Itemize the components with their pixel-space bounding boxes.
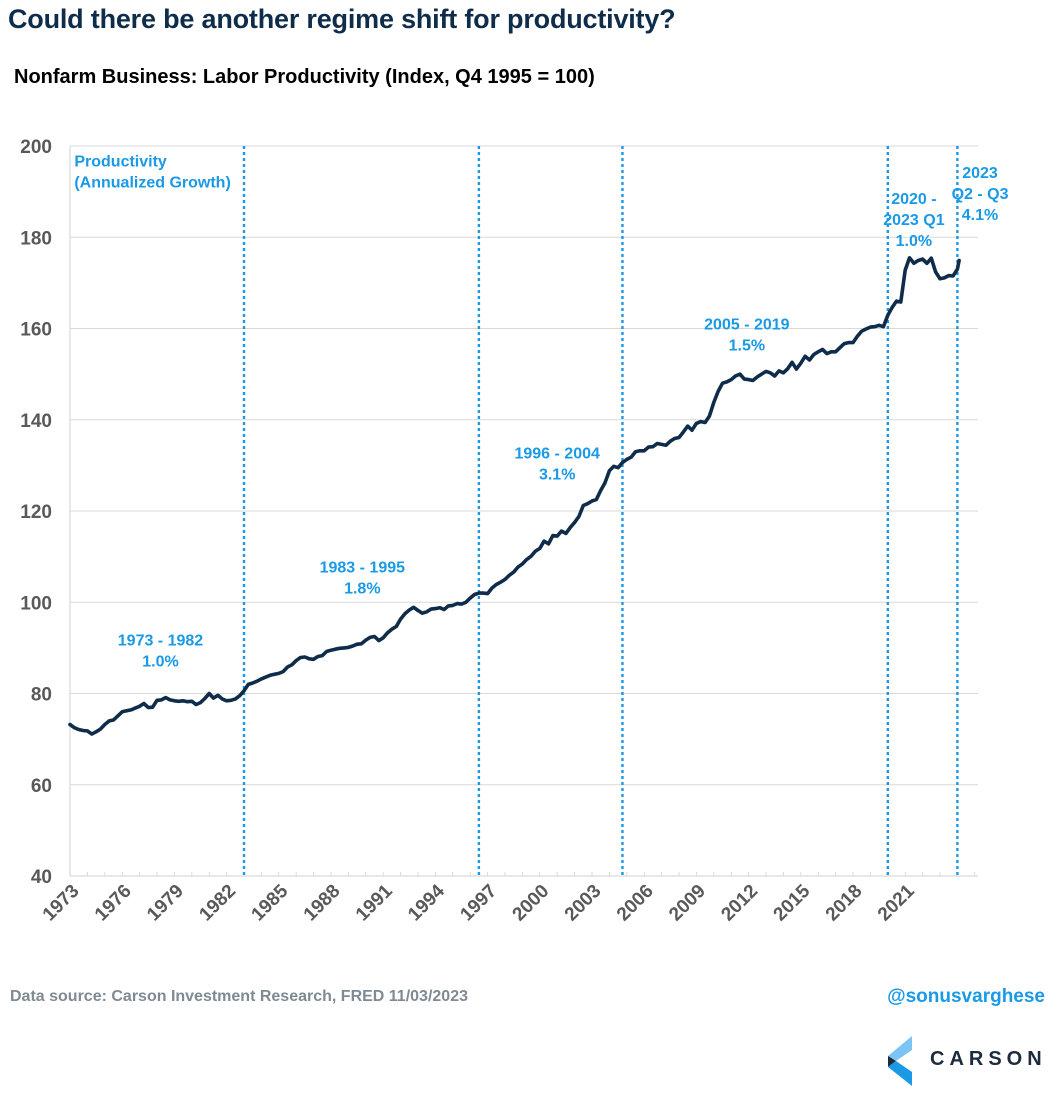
annotations: Productivity (Annualized Growth) 1973 - 19… [74, 154, 1008, 671]
x-tick-label: 2015 [770, 880, 815, 925]
x-tick-label: 1982 [195, 881, 240, 926]
regime-annotation-line: 2005 - 2019 [704, 316, 790, 333]
regime-annotation: 2023 Q2 - Q3 4.1% [952, 165, 1009, 224]
carson-logo: CARSON [884, 1036, 1054, 1086]
y-tick-label: 120 [20, 502, 52, 523]
regime-annotation-line: 1983 - 1995 [320, 560, 406, 577]
y-tick-label: 80 [31, 685, 52, 706]
y-tick-label: 40 [31, 867, 52, 888]
regime-annotation-line: 1.0% [896, 233, 932, 250]
x-tick-label: 2000 [509, 881, 554, 926]
regime-annotation-line: 2023 [962, 165, 998, 182]
regime-annotation-line: 1.0% [142, 654, 178, 671]
y-tick-label: 160 [20, 320, 52, 341]
y-tick-label: 180 [20, 228, 52, 249]
author-handle[interactable]: @sonusvarghese [887, 986, 1045, 1007]
x-tick-label: 1985 [248, 880, 293, 925]
regime-annotation-line: 2020 - [891, 191, 936, 208]
y-tick-label: 60 [31, 776, 52, 797]
regime-annotation-line: 2023 Q1 [883, 212, 944, 229]
regime-annotation-line: Productivity [74, 154, 167, 171]
page-title: Could there be another regime shift for … [8, 4, 676, 34]
regime-annotation-line: (Annualized Growth) [74, 175, 230, 192]
x-tick-label: 2006 [613, 881, 658, 926]
regime-annotation: 1983 - 1995 1.8% [320, 560, 406, 598]
x-tick-label: 1994 [404, 880, 449, 925]
regime-annotation: 1973 - 1982 1.0% [118, 633, 204, 671]
x-tick-label: 2003 [561, 881, 606, 926]
x-tick-label: 1991 [352, 880, 397, 925]
regime-annotation: 2020 - 2023 Q1 1.0% [883, 191, 944, 250]
carson-logo-text: CARSON [930, 1048, 1047, 1070]
productivity-series-line [68, 256, 961, 736]
x-tick-label: 1976 [91, 881, 136, 926]
series-layer [68, 256, 961, 736]
x-tick-label: 2018 [822, 881, 867, 926]
y-tick-label: 200 [20, 137, 52, 158]
x-tick-label: 1997 [456, 881, 501, 926]
y-tick-label: 100 [20, 593, 52, 614]
regime-dividers [242, 146, 959, 876]
regime-annotation-line: 1996 - 2004 [514, 446, 600, 463]
chart-subtitle: Nonfarm Business: Labor Productivity (In… [14, 66, 595, 88]
regime-annotation-line: 4.1% [962, 207, 998, 224]
x-tick-label: 2012 [717, 881, 762, 926]
x-tick-label: 1979 [143, 881, 188, 926]
regime-annotation: 2005 - 2019 1.5% [704, 316, 790, 354]
regime-annotation: 1996 - 2004 3.1% [514, 446, 600, 484]
regime-annotation-line: 3.1% [539, 467, 575, 484]
x-tick-label: 2021 [874, 880, 919, 925]
regime-annotation-line: 1973 - 1982 [118, 633, 204, 650]
carson-chevron-icon [888, 1036, 912, 1086]
x-tick-label: 2009 [665, 881, 710, 926]
y-tick-label: 140 [20, 411, 52, 432]
gridlines [70, 145, 978, 786]
x-tick-label: 1988 [300, 881, 345, 926]
regime-annotation-line: 1.5% [729, 337, 765, 354]
regime-annotation-line: 1.8% [344, 581, 380, 598]
regime-annotation-line: Q2 - Q3 [952, 186, 1009, 203]
data-source-note: Data source: Carson Investment Research,… [10, 988, 468, 1005]
regime-annotation: Productivity (Annualized Growth) [74, 154, 230, 192]
